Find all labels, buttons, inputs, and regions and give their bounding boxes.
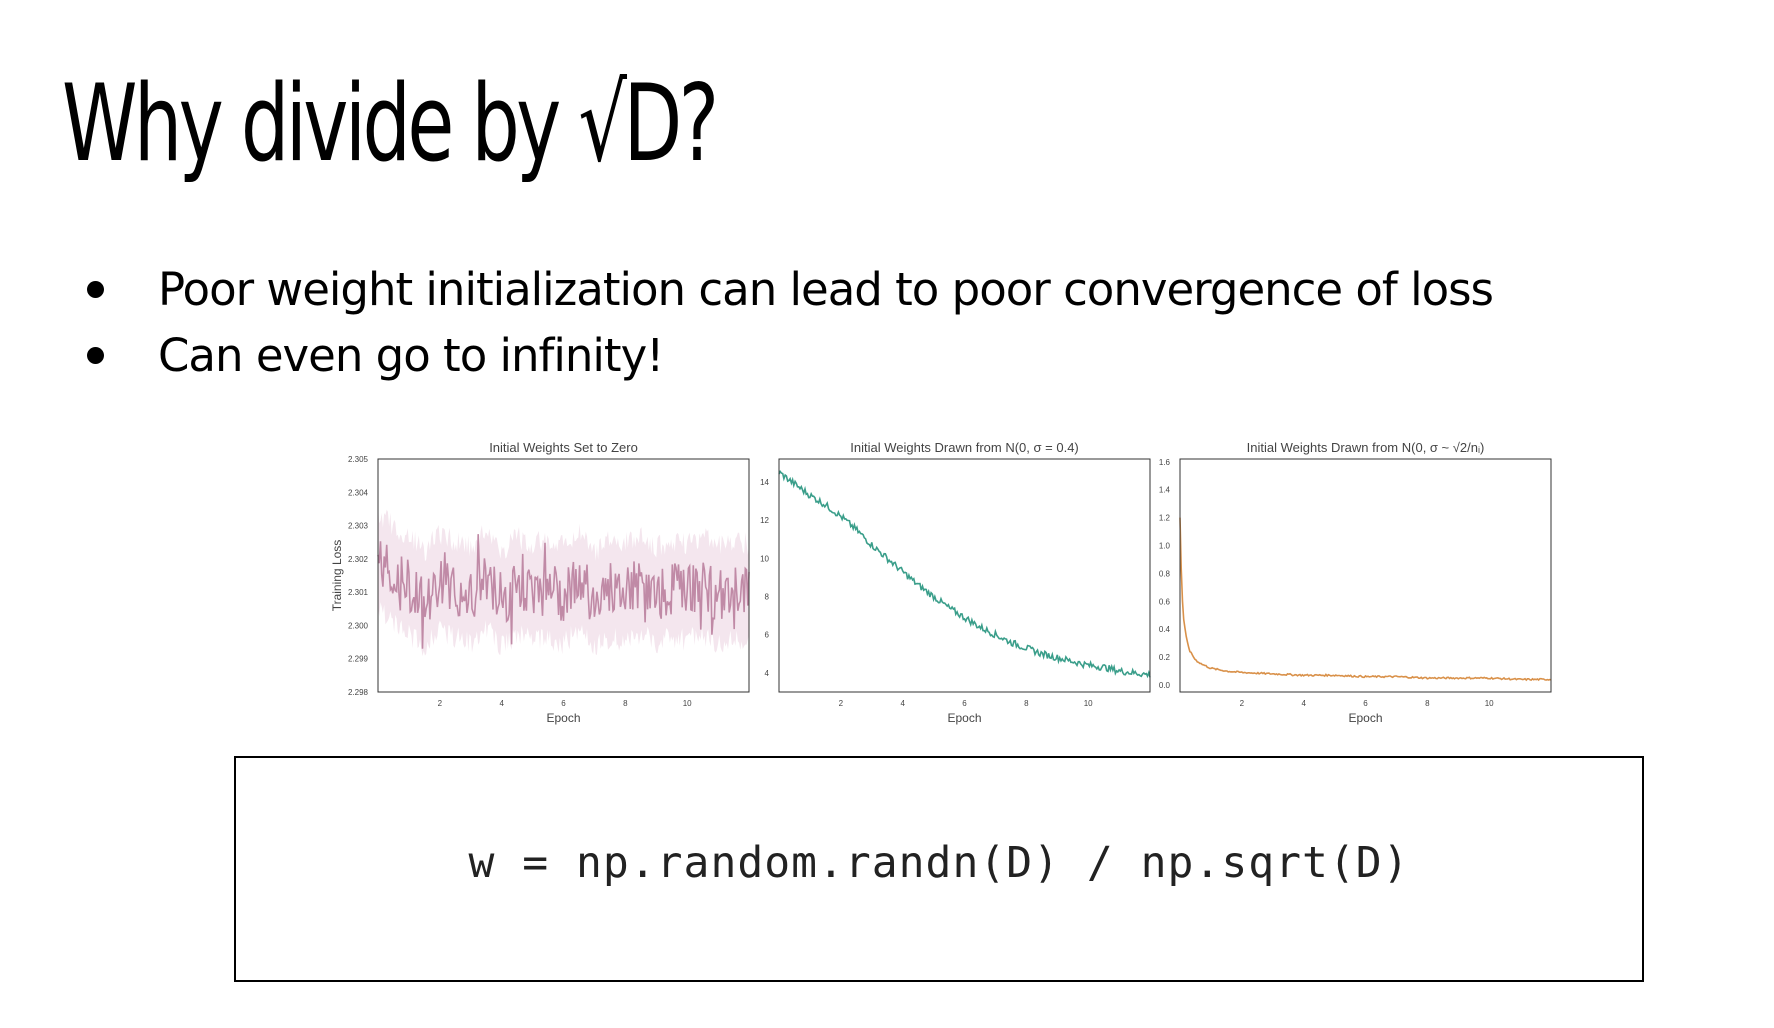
x-tick-label: 8 — [1425, 699, 1430, 708]
y-tick-label: 0.8 — [1159, 569, 1171, 578]
plot-frame — [1179, 458, 1552, 693]
y-tick-label: 4 — [765, 669, 770, 678]
y-tick-label: 0.2 — [1159, 653, 1171, 662]
y-tick-label: 1.6 — [1159, 458, 1171, 467]
x-tick-label: 10 — [1084, 699, 1093, 708]
x-tick-label: 2 — [839, 699, 844, 708]
code-box: w = np.random.randn(D) / np.sqrt(D) — [234, 756, 1644, 982]
x-tick-label: 4 — [1301, 699, 1306, 708]
x-tick-label: 6 — [1363, 699, 1368, 708]
series-line — [377, 534, 750, 649]
y-tick-label: 0.6 — [1159, 597, 1171, 606]
y-tick-label: 2.301 — [348, 588, 369, 597]
y-tick-label: 1.4 — [1159, 486, 1171, 495]
y-axis-label: Training Loss — [330, 540, 344, 612]
y-tick-label: 12 — [760, 516, 769, 525]
plot-frame — [377, 458, 750, 693]
y-tick-label: 8 — [765, 593, 770, 602]
x-axis-label: Epoch — [947, 711, 981, 725]
x-tick-label: 2 — [1240, 699, 1245, 708]
x-tick-label: 6 — [962, 699, 967, 708]
y-tick-label: 14 — [760, 478, 769, 487]
x-tick-label: 6 — [561, 699, 566, 708]
x-tick-label: 10 — [1485, 699, 1494, 708]
series-band — [378, 504, 749, 657]
x-tick-label: 8 — [1024, 699, 1029, 708]
x-tick-label: 2 — [438, 699, 443, 708]
series-line — [778, 469, 1151, 679]
x-axis-label: Epoch — [1348, 711, 1382, 725]
x-tick-label: 4 — [499, 699, 504, 708]
x-tick-label: 10 — [683, 699, 692, 708]
plot-frame — [778, 458, 1151, 693]
bullet-text: Poor weight initialization can lead to p… — [158, 263, 1494, 316]
chart-title: Initial Weights Set to Zero — [489, 440, 638, 455]
x-tick-label: 4 — [900, 699, 905, 708]
y-tick-label: 2.304 — [348, 488, 369, 497]
y-tick-label: 2.302 — [348, 555, 369, 564]
chart-title: Initial Weights Drawn from N(0, σ = 0.4) — [850, 440, 1079, 455]
code-snippet: w = np.random.randn(D) / np.sqrt(D) — [468, 838, 1410, 888]
y-tick-label: 2.298 — [348, 688, 369, 697]
y-tick-label: 2.299 — [348, 655, 369, 664]
chart-title: Initial Weights Drawn from N(0, σ ~ √2/n… — [1247, 440, 1485, 455]
bullet-text: Can even go to infinity! — [158, 329, 664, 382]
y-tick-label: 0.0 — [1159, 681, 1171, 690]
y-tick-label: 1.0 — [1159, 542, 1171, 551]
y-tick-label: 0.4 — [1159, 625, 1171, 634]
y-tick-label: 2.303 — [348, 522, 369, 531]
y-tick-label: 1.2 — [1159, 514, 1171, 523]
bullet-icon — [87, 347, 104, 364]
y-tick-label: 6 — [765, 631, 770, 640]
series-line — [1179, 517, 1552, 682]
y-tick-label: 2.300 — [348, 621, 369, 630]
bullet-icon — [87, 281, 104, 298]
x-tick-label: 8 — [623, 699, 628, 708]
charts-figure: Initial Weights Set to Zero 2 4 6 8 10 2.298 2.… — [330, 440, 1552, 725]
y-tick-label: 2.305 — [348, 455, 369, 464]
slide-title: Why divide by √D? — [62, 62, 719, 185]
x-axis-label: Epoch — [546, 711, 580, 725]
y-tick-label: 10 — [760, 554, 769, 563]
